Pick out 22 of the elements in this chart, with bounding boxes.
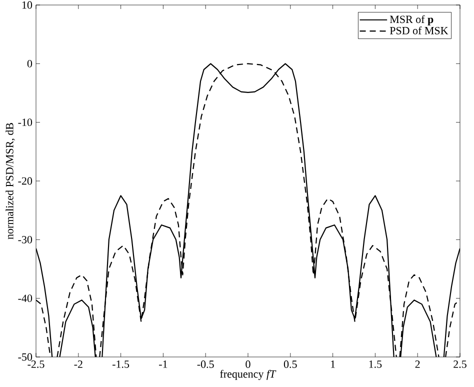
- y-tick-label: -10: [18, 118, 32, 126]
- x-tick-label: -0.5: [197, 360, 214, 368]
- x-tick-label: 1: [331, 360, 335, 368]
- legend-label: MSR of p: [390, 15, 434, 26]
- x-tick-label: 0: [246, 360, 250, 368]
- x-tick-label: -1.5: [112, 360, 130, 368]
- x-tick-label: -1: [159, 360, 168, 368]
- x-tick-label: 2: [415, 360, 420, 368]
- legend-label: PSD of MSK: [390, 26, 448, 34]
- x-tick-label: -2: [74, 360, 82, 368]
- x-tick-label: 1.5: [369, 360, 382, 368]
- y-tick-label: -30: [18, 236, 32, 244]
- y-tick-label: 10: [22, 1, 32, 9]
- y-axis-title: normalized PSD/MSR, dB: [6, 123, 15, 240]
- y-tick-label: 0: [27, 60, 32, 68]
- y-tick-label: -40: [18, 294, 32, 302]
- x-tick-label: -2.5: [28, 360, 44, 368]
- x-tick-label: 2.5: [454, 360, 466, 368]
- x-axis-title: frequency fT: [220, 370, 276, 380]
- y-tick-label: -50: [18, 353, 32, 361]
- x-tick-label: 0.5: [284, 360, 297, 368]
- y-tick-label: -20: [18, 177, 32, 185]
